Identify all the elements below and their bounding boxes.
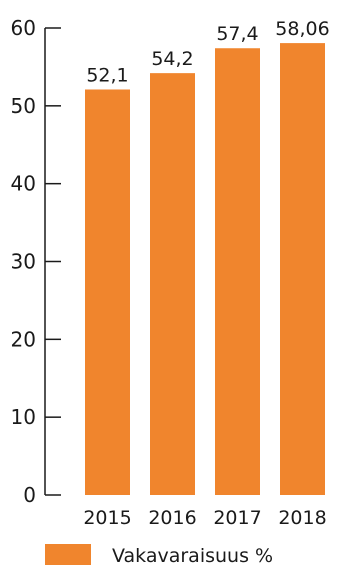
y-axis: 0 10 20 30 40 50 60 [11, 16, 61, 507]
y-tick-label: 60 [11, 16, 36, 40]
bar [150, 73, 195, 495]
y-tick-label: 0 [23, 483, 36, 507]
legend-label: Vakavaraisuus % [112, 545, 273, 567]
data-label: 52,1 [86, 64, 128, 86]
x-tick-label: 2015 [83, 507, 131, 529]
x-axis-labels: 2015 2016 2017 2018 [83, 507, 326, 529]
y-tick-label: 30 [11, 250, 36, 274]
data-label: 57,4 [216, 23, 258, 45]
bar [85, 89, 130, 495]
x-tick-label: 2018 [278, 507, 326, 529]
x-tick-label: 2016 [148, 507, 196, 529]
data-label: 54,2 [151, 48, 193, 70]
legend: Vakavaraisuus % [45, 544, 273, 567]
legend-swatch [45, 544, 91, 565]
y-tick-label: 50 [11, 94, 36, 118]
data-labels: 52,1 54,2 57,4 58,06 [86, 18, 329, 86]
y-tick-label: 20 [11, 327, 36, 351]
y-tick-label: 40 [11, 172, 36, 196]
y-tick-label: 10 [11, 405, 36, 429]
data-label: 58,06 [275, 18, 329, 40]
bars [85, 43, 325, 496]
x-tick-label: 2017 [213, 507, 261, 529]
bar [215, 48, 260, 496]
bar [280, 43, 325, 495]
